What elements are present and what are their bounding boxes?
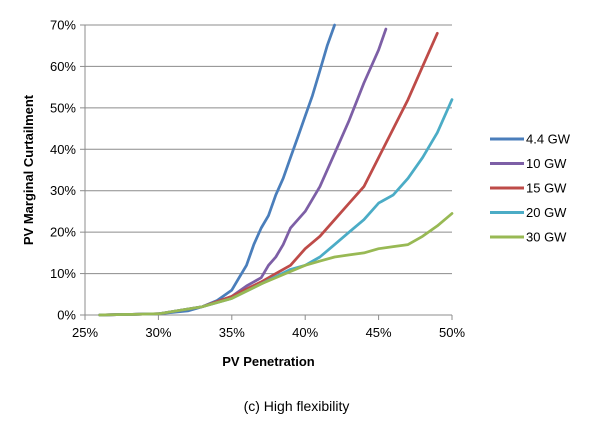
- series-lines: [98, 23, 454, 317]
- y-tick-label: 20%: [50, 225, 76, 240]
- legend-label: 20 GW: [526, 205, 567, 220]
- legend-label: 15 GW: [526, 181, 567, 196]
- legend: 4.4 GW 10 GW 15 GW 20 GW 30 GW: [490, 132, 571, 245]
- y-axis-title: PV Marginal Curtailment: [21, 94, 36, 245]
- y-tick-label: 70%: [50, 18, 76, 33]
- y-tick-label: 40%: [50, 142, 76, 157]
- legend-label: 10 GW: [526, 156, 567, 171]
- series-line-2: [98, 31, 439, 317]
- axes: [80, 24, 453, 320]
- y-tick-label: 0%: [57, 308, 76, 323]
- y-tick-label: 30%: [50, 183, 76, 198]
- gridlines: [85, 24, 452, 275]
- x-tick-labels: 25% 30% 35% 40% 45% 50%: [72, 325, 465, 340]
- legend-label: 4.4 GW: [526, 132, 571, 147]
- x-tick-label: 35%: [219, 325, 245, 340]
- line-chart: 0% 10% 20% 30% 40% 50% 60% 70% 25% 30% 35% 40% 45% 5…: [21, 18, 571, 370]
- y-tick-label: 10%: [50, 266, 76, 281]
- y-tick-label: 50%: [50, 100, 76, 115]
- series-line-0: [98, 23, 336, 317]
- x-tick-label: 50%: [439, 325, 465, 340]
- series-line-4: [98, 212, 454, 317]
- legend-label: 30 GW: [526, 230, 567, 245]
- y-tick-label: 60%: [50, 59, 76, 74]
- x-tick-label: 40%: [292, 325, 318, 340]
- series-line-3: [98, 98, 454, 317]
- y-tick-labels: 0% 10% 20% 30% 40% 50% 60% 70%: [50, 18, 76, 323]
- x-axis-title: PV Penetration: [222, 354, 315, 369]
- x-tick-label: 45%: [366, 325, 392, 340]
- x-tick-label: 25%: [72, 325, 98, 340]
- figure-caption: (c) High flexibility: [243, 398, 350, 414]
- x-tick-label: 30%: [145, 325, 171, 340]
